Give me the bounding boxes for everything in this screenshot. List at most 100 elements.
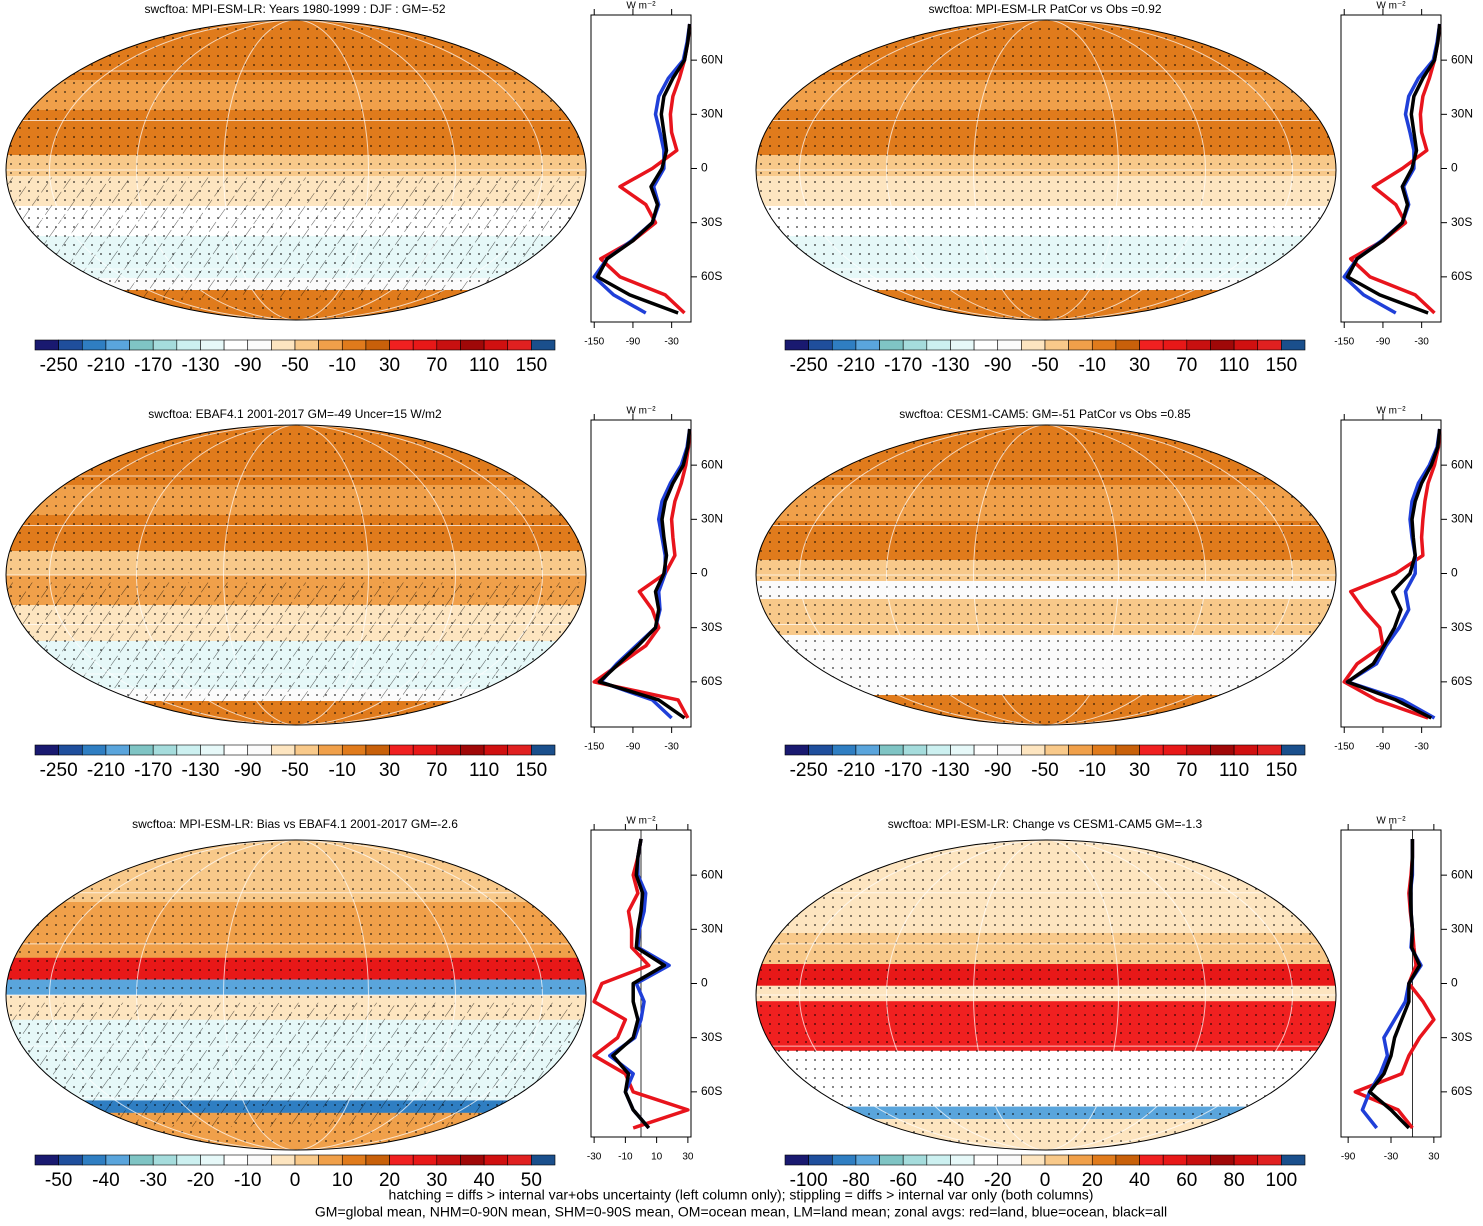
panel-title: swcftoa: MPI-ESM-LR PatCor vs Obs =0.92 — [928, 2, 1161, 16]
hatching — [6, 582, 586, 703]
colorbar-box — [200, 1154, 225, 1166]
colorbar-box — [1210, 744, 1235, 756]
colorbar-box — [129, 1154, 154, 1166]
y-tick-label: 60N — [701, 867, 723, 881]
map — [6, 425, 586, 725]
graticule — [223, 20, 369, 320]
units: W m⁻² — [1376, 816, 1406, 827]
map-border — [755, 839, 1337, 1151]
y-tick-label: 30N — [701, 921, 723, 935]
colorbar-box — [341, 339, 367, 351]
zonal-frame — [590, 14, 692, 323]
panel-title: swcftoa: MPI-ESM-LR: Change vs CESM1-CAM… — [888, 817, 1203, 831]
colorbar-label: -50 — [1031, 760, 1058, 781]
y-tick-label: 30S — [701, 1030, 722, 1044]
graticule — [799, 425, 1293, 725]
colorbar-label: -50 — [45, 1170, 72, 1191]
colorbar-label: 110 — [1219, 355, 1249, 376]
graticule — [136, 20, 456, 320]
graticule — [973, 425, 1119, 725]
colorbar-label: -20 — [984, 1170, 1011, 1191]
colorbar-box — [1115, 744, 1140, 756]
map — [756, 20, 1336, 320]
x-tick-label: 10 — [651, 1152, 663, 1163]
colorbar-box — [365, 339, 390, 351]
panel: swcftoa: CESM1-CAM5: GM=-51 PatCor vs Ob… — [755, 406, 1473, 781]
colorbar-label: 20 — [1082, 1170, 1103, 1191]
colorbar-box — [271, 339, 296, 351]
colorbar-label: 60 — [1176, 1170, 1197, 1191]
colorbar-label: -130 — [931, 760, 969, 781]
colorbar-label: 50 — [521, 1170, 542, 1191]
colorbar-box — [1044, 339, 1069, 351]
colorbar-label: -130 — [181, 760, 219, 781]
colorbar-box — [902, 339, 928, 351]
panel-title: swcftoa: EBAF4.1 2001-2017 GM=-49 Uncer=… — [148, 407, 442, 421]
colorbar-box — [855, 1154, 880, 1166]
colorbar-box — [1162, 339, 1188, 351]
colorbar-label: -90 — [984, 760, 1011, 781]
colorbar-label: -170 — [884, 355, 922, 376]
colorbar-box — [483, 1154, 509, 1166]
graticule — [886, 840, 1206, 1150]
x-tick-label: 30 — [682, 1152, 694, 1163]
colorbar-label: -170 — [134, 355, 172, 376]
colorbar-box — [831, 744, 857, 756]
colorbar-box — [879, 1154, 904, 1166]
y-tick-label: 30S — [1451, 1030, 1472, 1044]
colorbar-box — [1210, 1154, 1235, 1166]
colorbar-label: -90 — [234, 355, 261, 376]
colorbar-box — [1257, 339, 1282, 351]
colorbar-box — [1233, 339, 1259, 351]
colorbar-box — [223, 339, 249, 351]
y-tick-label: 60S — [701, 674, 722, 688]
colorbar-box — [973, 339, 999, 351]
colorbar-label: -90 — [234, 760, 261, 781]
colorbar-label: -40 — [937, 1170, 964, 1191]
colorbar-box — [808, 339, 833, 351]
colorbar-box — [318, 744, 343, 756]
colorbar-box — [460, 1154, 485, 1166]
colorbar-box — [879, 339, 904, 351]
colorbar-box — [808, 744, 833, 756]
map — [6, 20, 586, 320]
colorbar-box — [1044, 744, 1069, 756]
zonal-line — [1345, 23, 1442, 315]
x-tick-label: -150 — [584, 337, 604, 348]
x-tick-label: -90 — [1376, 337, 1391, 348]
colorbar-box — [389, 1154, 414, 1166]
colorbar-label: -170 — [884, 760, 922, 781]
note: GM=global mean, NHM=0-90N mean, SHM=0-90… — [315, 1204, 1167, 1220]
colorbar-box — [1281, 1154, 1306, 1166]
colorbar-box — [58, 339, 83, 351]
colorbar-box — [531, 744, 556, 756]
y-tick-label: 60N — [1451, 457, 1473, 471]
colorbar-label: -10 — [1079, 760, 1106, 781]
colorbar-box — [997, 1154, 1022, 1166]
x-tick-label: 30 — [1428, 1152, 1440, 1163]
colorbar-label: 30 — [379, 355, 400, 376]
colorbar-box — [1162, 744, 1188, 756]
colorbar-label: 0 — [290, 1170, 301, 1191]
panel: swcftoa: MPI-ESM-LR: Years 1980-1999 : D… — [5, 1, 723, 376]
graticule — [799, 20, 1293, 320]
colorbar-label: -210 — [87, 355, 125, 376]
panel: swcftoa: EBAF4.1 2001-2017 GM=-49 Uncer=… — [5, 406, 723, 781]
colorbar-label: -60 — [889, 1170, 916, 1191]
y-tick-label: 30S — [701, 215, 722, 229]
units: W m⁻² — [626, 406, 656, 417]
colorbar-box — [247, 744, 272, 756]
colorbar-box — [34, 339, 59, 351]
graticule — [223, 425, 369, 725]
colorbar-box — [176, 1154, 201, 1166]
graticule — [973, 840, 1119, 1150]
colorbar-label: 30 — [379, 760, 400, 781]
colorbar-box — [950, 339, 975, 351]
x-tick-label: -30 — [1384, 1152, 1399, 1163]
colorbar-box — [950, 1154, 975, 1166]
colorbar-label: -20 — [187, 1170, 214, 1191]
colorbar-box — [784, 339, 809, 351]
x-tick-label: -90 — [1341, 1152, 1356, 1163]
colorbar-label: 0 — [1040, 1170, 1051, 1191]
colorbar-box — [58, 744, 83, 756]
